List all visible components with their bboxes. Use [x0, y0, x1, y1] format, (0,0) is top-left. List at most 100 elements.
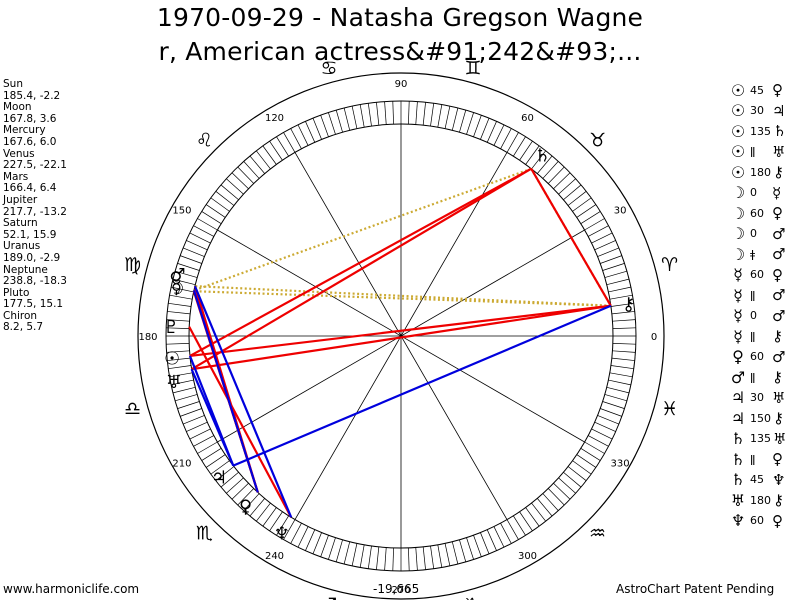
- aspect-planet-1: ♃: [730, 388, 746, 408]
- degree-tick: [171, 379, 194, 386]
- venus-icon: ♀: [239, 497, 252, 518]
- degree-label: 150: [172, 206, 191, 217]
- aspect-list: ☉ 45 ♀ ☉ 30 ♃ ☉ 135 ♄ ☉ ǁ ♅ ☉ 180 ⚷ ☽ 0 ☿ ☽ 60 ♀ ☽ 0 ♂ ☽ ǂ ♂ ☿ 60 ♀ ☿ ǁ…: [728, 80, 787, 532]
- aspect-planet-1: ♃: [730, 408, 746, 428]
- degree-tick: [542, 493, 559, 511]
- aspect-row: ☽ ǂ ♂: [728, 244, 786, 265]
- uranus-icon: ♅: [166, 372, 182, 393]
- zodiac-sign-icon: ♒: [589, 523, 606, 545]
- degree-tick: [166, 319, 190, 322]
- degree-tick: [572, 197, 592, 212]
- degree-tick: [175, 270, 198, 278]
- degree-tick: [408, 547, 410, 571]
- aspect-planet-1: ♄: [730, 470, 746, 490]
- degree-tick: [473, 535, 482, 557]
- degree-tick: [584, 218, 605, 231]
- degree-tick: [594, 240, 616, 251]
- wheel-ticks: [166, 101, 636, 571]
- degree-tick: [367, 103, 372, 127]
- aspect-row: ☽ 60 ♀: [728, 203, 786, 224]
- degree-tick: [193, 435, 214, 447]
- planet-name-neptune: Neptune: [3, 263, 48, 276]
- degree-tick: [312, 117, 322, 140]
- aspect-value: 60: [750, 350, 764, 364]
- degree-tick: [312, 532, 322, 555]
- degree-tick: [602, 401, 625, 409]
- planet-value-mercury: 167.6, 6.0: [3, 135, 57, 148]
- aspect-row: ♆ 60 ♀: [728, 511, 786, 532]
- degree-tick: [537, 155, 553, 174]
- degree-tick: [392, 547, 394, 571]
- degree-tick: [459, 110, 467, 133]
- zodiac-sign-icon: ♈: [661, 254, 678, 276]
- degree-tick: [591, 428, 613, 440]
- planet-name-chiron: Chiron: [3, 309, 38, 322]
- zodiac-sign-icon: ♊: [464, 57, 481, 79]
- degree-tick: [567, 191, 587, 206]
- aspect-row: ♀ 60 ♂: [728, 347, 786, 368]
- aspect-planet-1: ☉: [730, 80, 746, 100]
- planet-value-venus: 227.5, -22.1: [3, 159, 67, 172]
- degree-tick: [320, 115, 329, 137]
- degree-tick: [177, 263, 200, 271]
- degree-tick: [166, 327, 190, 329]
- wheel-spokes: [189, 124, 613, 548]
- degree-tick: [226, 477, 244, 494]
- aspect-value: 135: [750, 124, 771, 138]
- planet-value-moon: 167.8, 3.6: [3, 112, 57, 125]
- aspect-planet-1: ☿: [733, 326, 743, 346]
- zodiac-signs: ♈ ♉ ♊ ♋ ♌ ♍ ♎ ♏ ♐ ♑ ♒ ♓: [124, 57, 678, 600]
- aspect-line: [530, 168, 612, 307]
- degree-tick: [430, 545, 435, 569]
- aspect-planet-2: ♀: [772, 81, 783, 100]
- aspect-line: [191, 167, 532, 371]
- degree-tick: [422, 102, 426, 126]
- degree-tick: [606, 278, 630, 286]
- planet-value-saturn: 52.1, 15.9: [3, 228, 57, 241]
- planet-value-chiron: 8.2, 5.7: [3, 321, 44, 334]
- planet-value-neptune: 238.8, -18.3: [3, 275, 67, 288]
- aspect-line: [193, 285, 293, 518]
- aspect-planet-1: ♄: [730, 449, 746, 469]
- aspect-planet-2: ♀: [772, 204, 783, 223]
- degree-tick: [451, 541, 459, 565]
- aspect-value: 60: [750, 514, 764, 528]
- degree-tick: [215, 191, 235, 206]
- degree-tick: [486, 529, 497, 551]
- degree-tick: [220, 472, 239, 488]
- degree-label: 30: [614, 206, 627, 217]
- degree-tick: [580, 211, 601, 224]
- aspect-value: 0: [750, 186, 757, 200]
- degree-tick: [177, 401, 200, 409]
- mercury-icon: ☿: [171, 278, 182, 299]
- degree-tick: [237, 166, 254, 184]
- degree-tick: [283, 132, 296, 153]
- aspect-value: ǂ: [750, 247, 756, 261]
- degree-tick: [376, 546, 380, 570]
- degree-tick: [602, 263, 625, 271]
- aspect-row: ☽ 0 ♂: [728, 224, 786, 245]
- chiron-icon: ⚷: [622, 294, 635, 315]
- degree-tick: [180, 408, 202, 417]
- degree-tick: [531, 502, 546, 522]
- degree-tick: [500, 128, 512, 149]
- degree-tick: [553, 172, 571, 189]
- aspect-row: ☿ ǁ ♂: [728, 285, 786, 306]
- aspect-row: ♄ 135 ♅: [728, 429, 787, 450]
- aspect-line: [193, 290, 611, 307]
- degree-tick: [172, 278, 196, 286]
- degree-tick: [558, 178, 576, 195]
- degree-tick: [175, 394, 198, 402]
- degree-tick: [525, 507, 540, 527]
- aspect-row: ♄ ǁ ♀: [728, 449, 786, 470]
- degree-tick: [500, 523, 512, 544]
- degree-tick: [197, 441, 218, 454]
- degree-tick: [576, 454, 597, 468]
- degree-tick: [269, 511, 283, 532]
- aspect-value: 135: [750, 432, 771, 446]
- degree-tick: [588, 435, 609, 447]
- degree-tick: [276, 136, 289, 157]
- aspect-planet-2: ♂: [772, 245, 786, 264]
- aspect-planet-1: ☉: [730, 121, 746, 141]
